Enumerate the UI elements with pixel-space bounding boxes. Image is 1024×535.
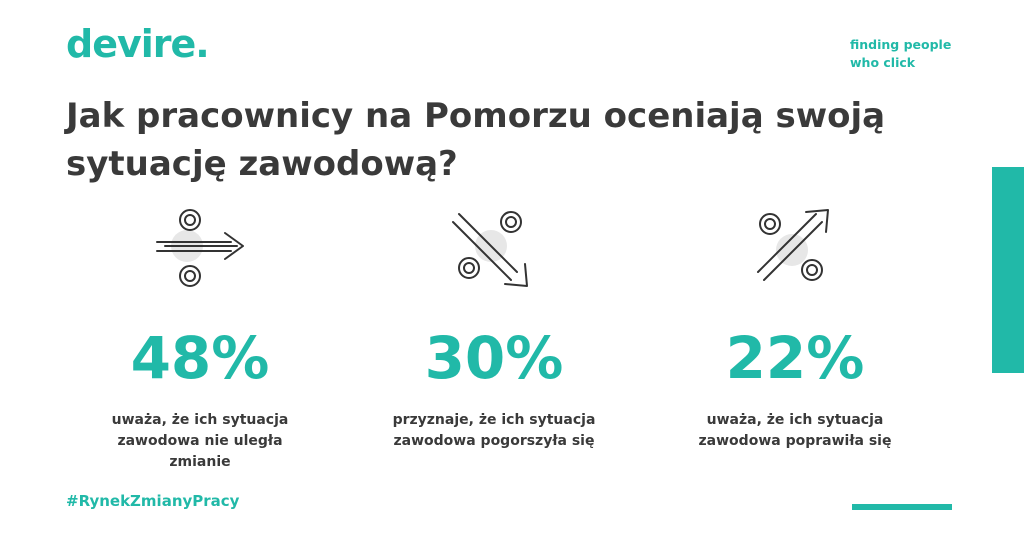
tagline-line-1: finding people <box>850 37 952 52</box>
tagline-line-2: who click <box>850 55 916 70</box>
hashtag-link[interactable]: #RynekZmianyPracy <box>66 492 240 510</box>
accent-bottom-bar <box>852 504 952 510</box>
stat-card-worse: 30% przyznaje, że ich sytuacja zawodowa … <box>344 200 644 452</box>
stat-description: przyznaje, że ich sytuacja zawodowa pogo… <box>392 412 596 449</box>
stat-value: 48% <box>130 324 270 392</box>
devire-logo: devire. <box>66 22 210 66</box>
stat-card-better: 22% uważa, że ich sytuacja zawodowa popr… <box>645 200 945 452</box>
stat-value: 22% <box>725 324 865 392</box>
stat-description: uważa, że ich sytuacja zawodowa poprawił… <box>698 412 892 449</box>
stat-card-unchanged: 48% uważa, że ich sytuacja zawodowa nie … <box>50 200 350 473</box>
stat-description: uważa, że ich sytuacja zawodowa nie uleg… <box>111 412 289 470</box>
stat-value: 30% <box>424 324 564 392</box>
page-title: Jak pracownicy na Pomorzu oceniają swoją… <box>66 96 886 184</box>
percent-arrow-up-icon <box>757 209 829 281</box>
percent-arrow-right-icon <box>156 209 244 287</box>
percent-arrow-down-icon <box>452 211 528 287</box>
accent-side-bar <box>992 167 1024 373</box>
tagline: finding people who click <box>850 36 951 72</box>
